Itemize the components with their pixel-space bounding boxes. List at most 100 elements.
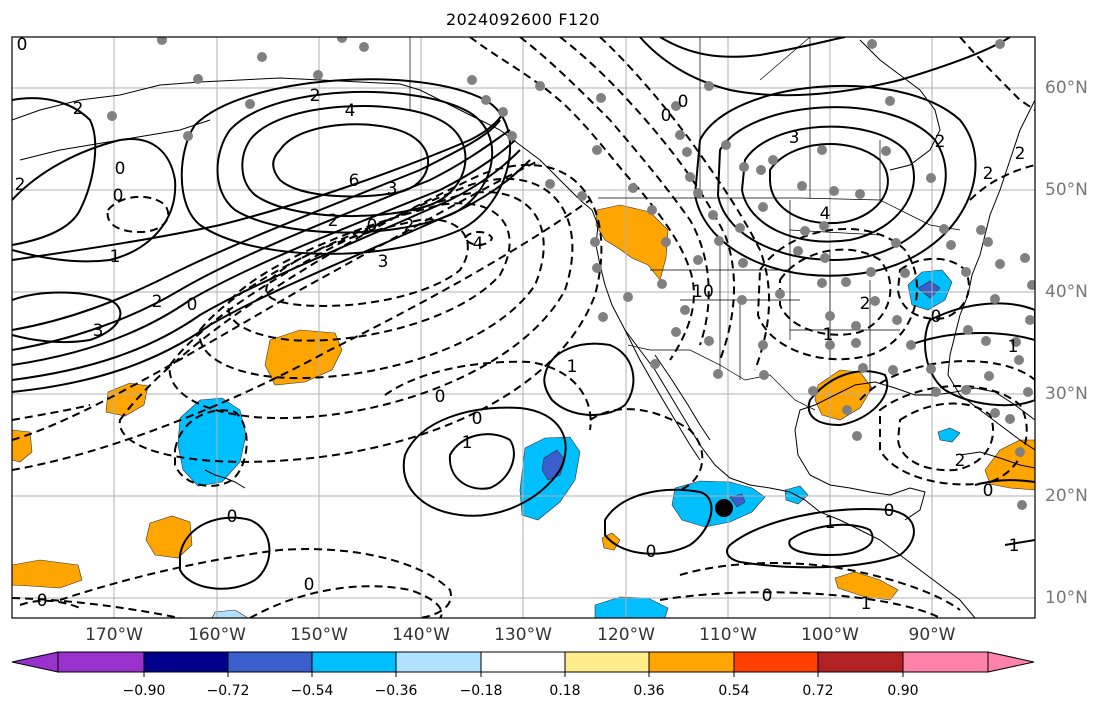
map-frame — [11, 36, 1036, 619]
colorbar-segment — [395, 651, 482, 673]
contour-label: 2 — [73, 99, 84, 119]
dashed-low-3 — [198, 191, 545, 380]
contour-label: 0 — [17, 35, 28, 55]
map-title: 2024092600 F120 — [445, 10, 601, 29]
dashed-east-coast — [969, 164, 1035, 201]
coast-hudson — [859, 39, 941, 171]
contour-label: 0 — [187, 295, 198, 315]
contour-zero-mexico — [604, 488, 713, 555]
dashed-contours — [12, 37, 1035, 618]
dashed-low-2 — [227, 202, 511, 342]
dashed-trough-north-3 — [559, 37, 736, 361]
contour-label: 0 — [646, 542, 657, 562]
contour-label: 6 — [349, 171, 360, 191]
lon-label: 90°W — [908, 625, 956, 645]
lat-label: 30°N — [1045, 384, 1088, 404]
contour-label: 1 — [823, 325, 834, 345]
contour-label: 0 — [367, 216, 378, 236]
shaded-regions — [12, 204, 1035, 618]
dashed-low-7 — [12, 199, 591, 471]
contour-west-upper — [12, 97, 97, 246]
coast-cuba — [959, 451, 1035, 469]
colorbar-segment — [143, 651, 229, 673]
dashed-gulf-3 — [879, 385, 1028, 486]
colorbar-segment — [564, 651, 650, 673]
contour-label: 3 — [93, 321, 104, 341]
contour-label: 0 — [762, 586, 773, 606]
contour-ne-top-2 — [659, 37, 846, 58]
contour-gulf-zero — [807, 370, 889, 427]
contour-label: 0 — [115, 159, 126, 179]
shade-purple-mexico — [729, 493, 746, 508]
colorbar-segment — [648, 651, 735, 673]
lon-label: 160°W — [188, 625, 246, 645]
contour-label: 2 — [310, 86, 321, 106]
contour-pos1-inner — [448, 433, 515, 490]
shade-blue-hawaii — [177, 397, 247, 487]
colorbar-tick-label: 0.72 — [802, 683, 834, 699]
colorbar-low-extension — [11, 651, 59, 673]
contour-label: 3 — [387, 179, 398, 199]
colorbar — [11, 651, 1035, 677]
lon-label: 140°W — [392, 625, 450, 645]
contour-ne-low-3 — [740, 125, 915, 243]
colorbar-segment — [733, 651, 819, 673]
contour-label: 2 — [860, 294, 871, 314]
contour-label: 10 — [692, 282, 714, 302]
contour-ne-low-1 — [693, 84, 977, 277]
contour-label: 1 — [110, 247, 121, 267]
border-states-2 — [789, 229, 900, 390]
shade-orange-mid-pacific — [264, 329, 343, 386]
contour-label: 4 — [820, 204, 831, 224]
contour-label: 3 — [789, 128, 800, 148]
dashed-trough-north-2 — [519, 37, 710, 346]
contour-label: 2 — [983, 164, 994, 184]
contour-label: 2 — [955, 451, 966, 471]
contour-high-ring-4 — [241, 105, 467, 218]
contour-label: 1 — [567, 357, 578, 377]
contour-label: 0 — [931, 307, 942, 327]
colorbar-segment — [480, 651, 566, 673]
dashed-central-0 — [384, 360, 592, 431]
dashed-low-5 — [118, 164, 603, 463]
colorbar-tick-label: −0.72 — [206, 683, 250, 699]
coast-east-na — [947, 99, 1035, 451]
lat-label: 10°N — [1045, 588, 1088, 608]
shade-orange-bottom-left — [12, 559, 83, 589]
colorbar-tick-label: −0.54 — [290, 683, 334, 699]
contour-label: 2 — [935, 132, 946, 152]
contour-ne-low-2 — [716, 106, 947, 261]
contour-trough-0-west — [12, 138, 177, 263]
contour-label: 2 — [328, 211, 339, 231]
contour-east-high — [924, 302, 1035, 407]
dashed-mexico-low — [589, 408, 704, 491]
contour-label: 0 — [227, 507, 238, 527]
contour-se-one — [1004, 539, 1035, 546]
contour-label: 1 — [1008, 337, 1019, 357]
border-us-mexico — [627, 344, 816, 411]
colorbar-segment — [57, 651, 145, 673]
contour-high-ring-2 — [180, 78, 511, 255]
lat-label: 20°N — [1045, 486, 1088, 506]
contour-west-low — [12, 291, 122, 344]
dashed-low-1 — [265, 218, 469, 307]
contour-label: 0 — [661, 106, 672, 126]
contour-label: 2 — [1015, 144, 1026, 164]
coast-aleutians — [19, 119, 211, 161]
colorbar-tick-label: −0.90 — [122, 683, 166, 699]
colorbar-segment — [311, 651, 397, 673]
contour-labels: 0 2 4 6 3 2 0 0 2 1 2 0 3 0 2 2 3 4 0 1 … — [15, 35, 1026, 614]
dashed-west-low-inner — [106, 195, 170, 234]
contour-pos1-central — [402, 406, 567, 517]
colorbar-tick-label: 0.36 — [633, 683, 665, 699]
dashed-low-4 — [168, 177, 574, 420]
lon-label: 170°W — [85, 625, 143, 645]
contour-label: 3 — [378, 252, 389, 272]
contour-label: 2 — [152, 292, 163, 312]
dashed-us-1 — [779, 248, 892, 336]
dashed-sw-2 — [12, 597, 181, 618]
graticule — [12, 37, 1035, 618]
contour-label: 4 — [345, 101, 356, 121]
border-canada-prov — [699, 37, 881, 200]
